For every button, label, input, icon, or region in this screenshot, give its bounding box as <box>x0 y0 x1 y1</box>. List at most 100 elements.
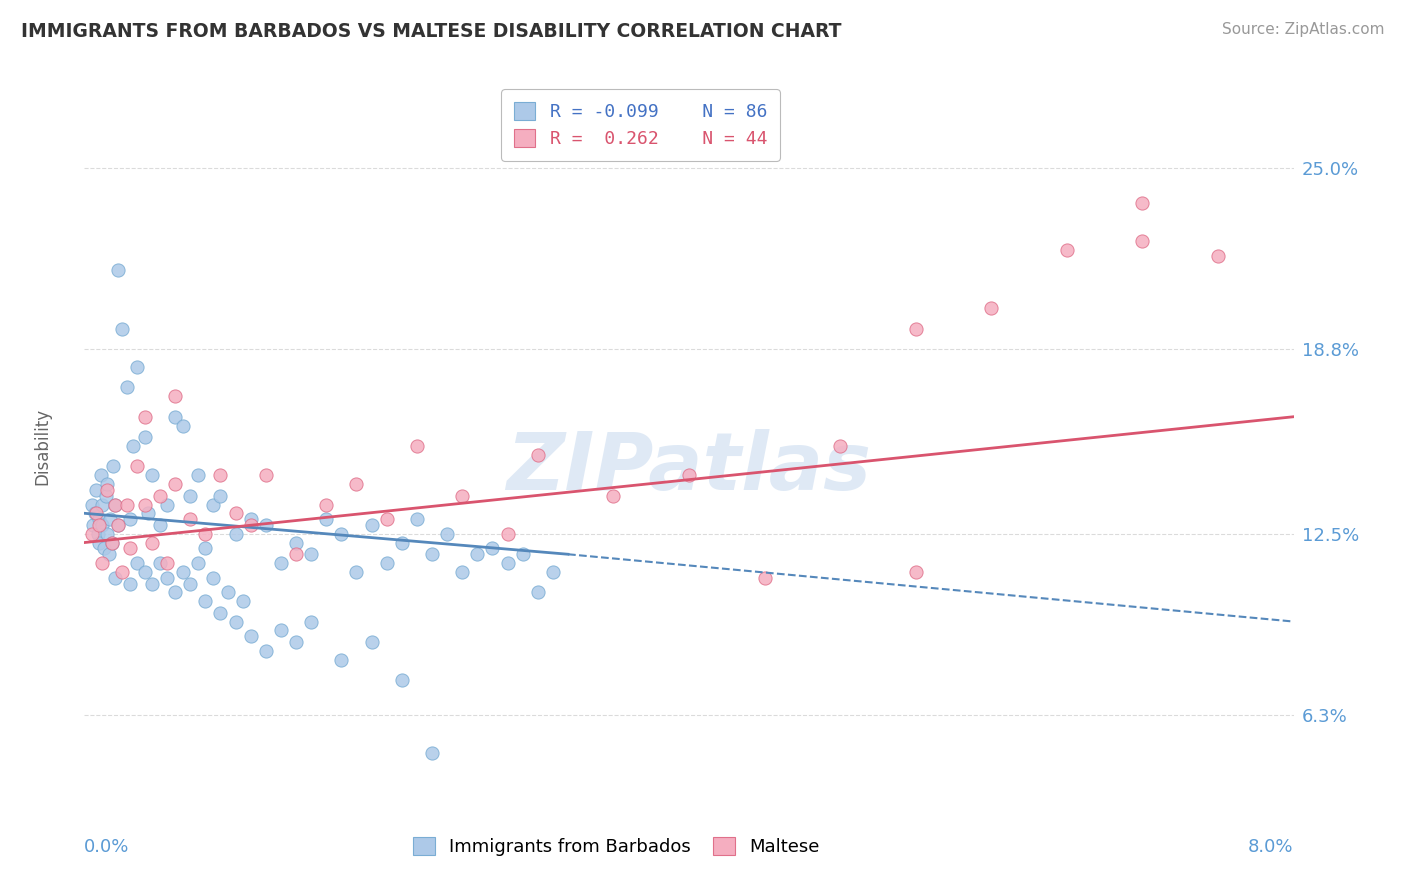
Point <box>904 322 927 336</box>
Point <box>225 506 247 520</box>
Point <box>1132 234 1154 248</box>
Point <box>201 498 224 512</box>
Point <box>90 468 112 483</box>
Point <box>87 526 110 541</box>
Point <box>165 409 187 424</box>
Point <box>232 594 254 608</box>
Point <box>165 477 187 491</box>
Point <box>754 571 776 585</box>
Point <box>89 535 111 549</box>
Point <box>346 565 368 579</box>
Point <box>602 489 624 503</box>
Point <box>172 565 194 579</box>
Point <box>187 468 209 483</box>
Point <box>84 506 107 520</box>
Point <box>80 526 103 541</box>
Point <box>512 547 534 561</box>
Point <box>141 535 163 549</box>
Point <box>118 541 141 556</box>
Point <box>481 541 503 556</box>
Point <box>375 556 398 570</box>
Point <box>284 635 308 649</box>
Point <box>86 483 108 497</box>
Point <box>104 498 127 512</box>
Point <box>80 498 103 512</box>
Point <box>194 594 217 608</box>
Point <box>330 526 353 541</box>
Point <box>360 518 382 533</box>
Point <box>406 439 429 453</box>
Point <box>187 556 209 570</box>
Point <box>149 556 172 570</box>
Point <box>91 518 114 533</box>
Text: IMMIGRANTS FROM BARBADOS VS MALTESE DISABILITY CORRELATION CHART: IMMIGRANTS FROM BARBADOS VS MALTESE DISA… <box>21 22 842 41</box>
Point <box>299 615 322 629</box>
Point <box>98 512 121 526</box>
Point <box>121 439 143 453</box>
Point <box>527 448 550 462</box>
Point <box>165 585 187 599</box>
Point <box>179 489 201 503</box>
Point <box>209 468 232 483</box>
Point <box>360 635 382 649</box>
Point <box>134 498 156 512</box>
Point <box>127 556 149 570</box>
Text: ZIPatlas: ZIPatlas <box>506 429 872 507</box>
Point <box>115 498 138 512</box>
Point <box>1206 249 1229 263</box>
Point <box>156 556 179 570</box>
Point <box>375 512 398 526</box>
Point <box>451 489 474 503</box>
Point <box>141 576 163 591</box>
Point <box>179 512 201 526</box>
Point <box>101 459 124 474</box>
Point <box>225 526 247 541</box>
Point <box>406 512 429 526</box>
Point <box>127 459 149 474</box>
Point <box>100 535 122 549</box>
Point <box>284 547 308 561</box>
Point <box>496 556 519 570</box>
Point <box>346 477 368 491</box>
Point <box>451 565 474 579</box>
Point <box>179 576 201 591</box>
Point <box>270 556 292 570</box>
Point <box>391 535 413 549</box>
Point <box>225 615 247 629</box>
Point <box>254 468 277 483</box>
Point <box>172 418 194 433</box>
Point <box>127 359 149 374</box>
Point <box>82 518 104 533</box>
Point <box>111 322 134 336</box>
Point <box>165 389 187 403</box>
Point <box>209 489 232 503</box>
Point <box>436 526 458 541</box>
Point <box>86 506 108 520</box>
Point <box>209 606 232 620</box>
Text: 8.0%: 8.0% <box>1249 838 1294 856</box>
Point <box>107 518 129 533</box>
Point <box>254 518 277 533</box>
Point <box>104 571 127 585</box>
Text: Disability: Disability <box>32 408 51 484</box>
Point <box>149 518 172 533</box>
Point <box>134 565 156 579</box>
Point <box>467 547 489 561</box>
Point <box>678 468 700 483</box>
Point <box>980 301 1002 316</box>
Point <box>254 644 277 658</box>
Point <box>136 506 159 520</box>
Point <box>156 571 179 585</box>
Point <box>107 518 129 533</box>
Point <box>284 535 308 549</box>
Point <box>111 565 134 579</box>
Text: 0.0%: 0.0% <box>84 838 129 856</box>
Point <box>94 489 117 503</box>
Point <box>420 746 443 760</box>
Point <box>89 512 111 526</box>
Point <box>93 541 115 556</box>
Text: Source: ZipAtlas.com: Source: ZipAtlas.com <box>1222 22 1385 37</box>
Point <box>201 571 224 585</box>
Point <box>315 512 337 526</box>
Point <box>239 629 262 643</box>
